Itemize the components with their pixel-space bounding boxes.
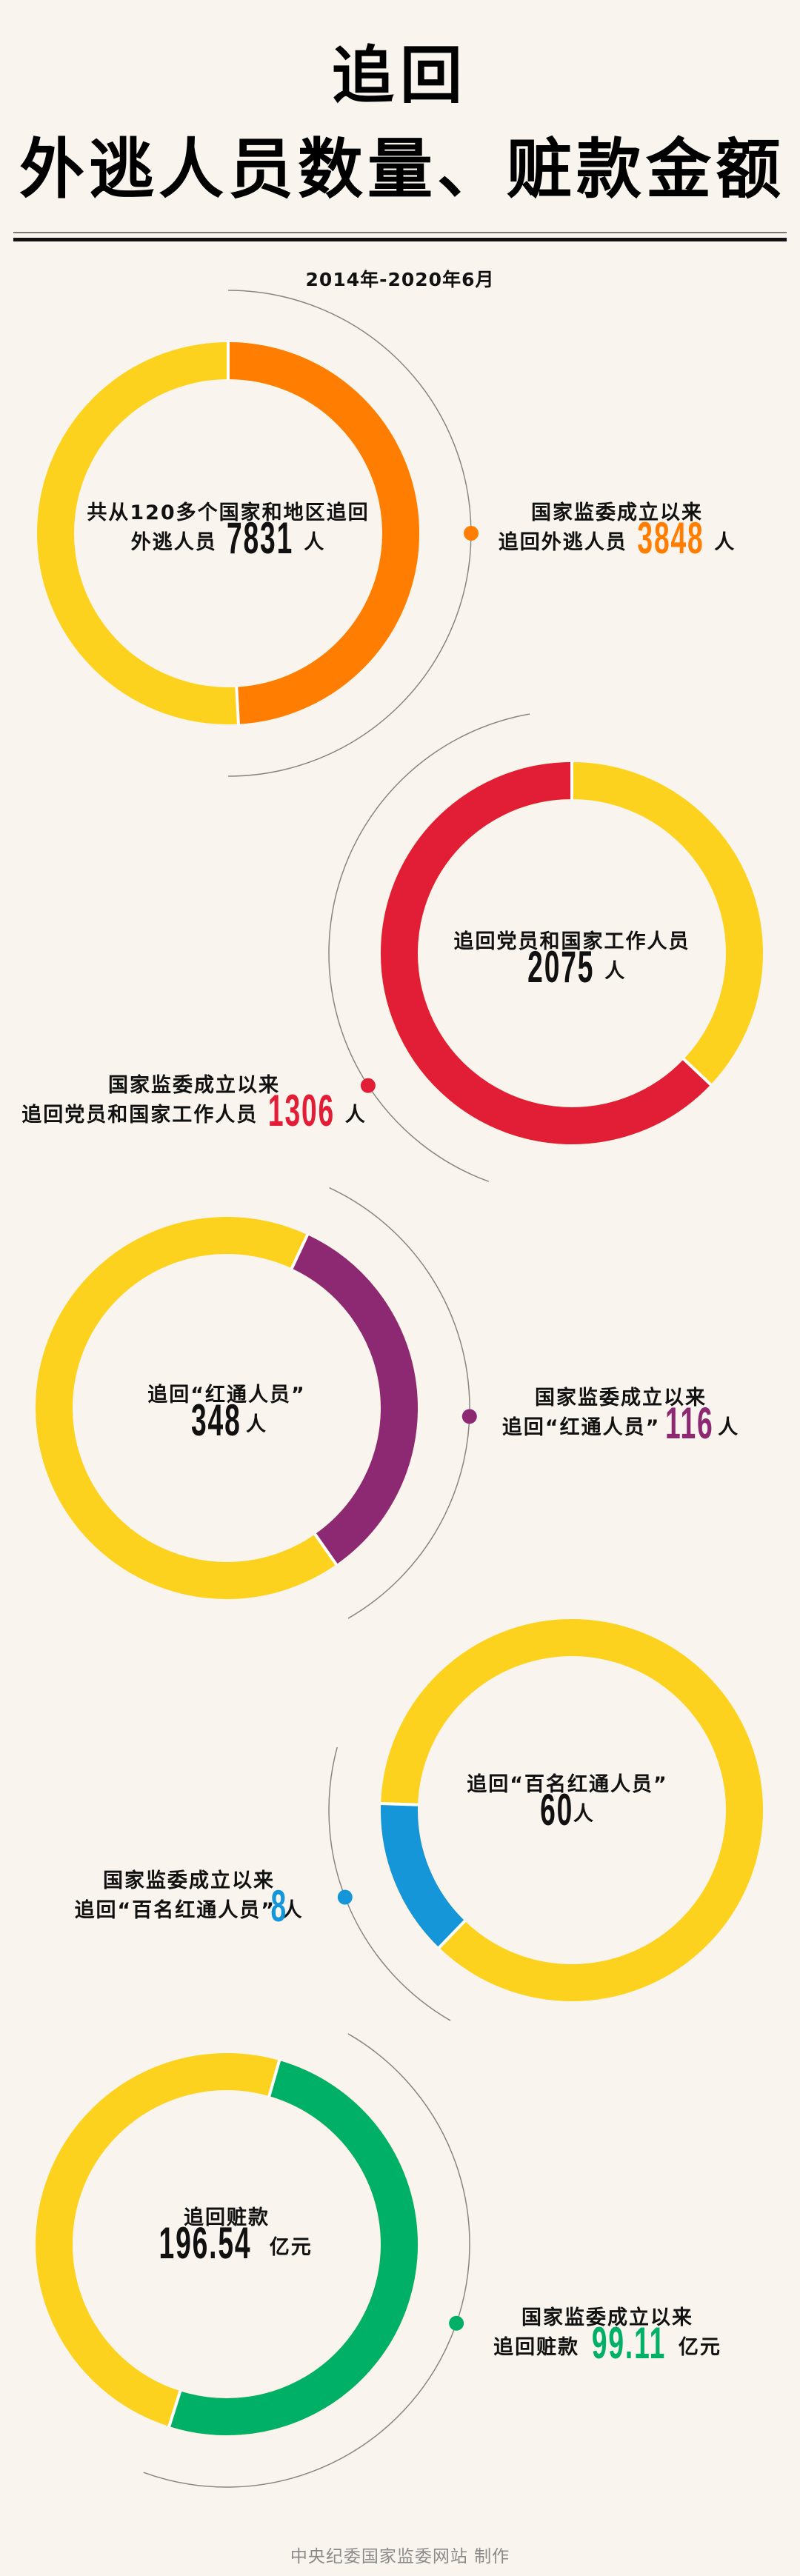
donut-5-center-label: 追回赃款 196.54 亿元 (141, 2206, 313, 2268)
donut-5-total-value: 196.54 (159, 2218, 252, 2268)
donut-1-side-prefix: 追回外逃人员 (498, 531, 627, 554)
donut-4-side-text: 国家监委成立以来 (103, 1869, 275, 1892)
donut-4-part-unit: 人 (281, 1899, 304, 1922)
donut-2-part-segment (381, 762, 711, 1144)
donut-3-total-value: 348 (190, 1395, 241, 1445)
donut-3-side-text: 国家监委成立以来 (534, 1387, 707, 1409)
donut-1-side-text: 国家监委成立以来 (530, 501, 703, 524)
donut-3-center-text: 追回“红通人员” (147, 1384, 306, 1407)
donut-3-guide-arc (329, 1187, 470, 1619)
donut-1-total-value: 7831 (227, 513, 294, 563)
donut-3-center-label: 追回“红通人员” 348 人 (147, 1383, 306, 1445)
donut-1-side-label: 国家监委成立以来 追回外逃人员 3848 人 (498, 501, 736, 563)
donut-4-side-prefix: 追回“百名红通人员” (74, 1899, 276, 1922)
donut-2-side-label: 国家监委成立以来 追回党员和国家工作人员 1306 人 (21, 1073, 367, 1135)
donut-3-separator (313, 1532, 339, 1566)
donut-5-side-prefix: 追回赃款 (493, 2336, 580, 2359)
donut-5-part-value: 99.11 (591, 2318, 667, 2368)
page-subtitle: 外逃人员数量、赃款金额 (19, 130, 785, 207)
donut-2-side-text: 国家监委成立以来 (107, 1074, 280, 1097)
donut-5-marker-dot (449, 2315, 464, 2331)
donut-1-total-unit: 人 (304, 531, 326, 554)
donut-4-part-segment (381, 1803, 465, 1948)
donut-4-total-value: 60 (539, 1785, 574, 1835)
donut-3-part-unit: 人 (718, 1416, 740, 1439)
donut-3-marker-dot (461, 1409, 477, 1424)
donut-3-separator (290, 1233, 310, 1270)
donut-2-part-unit: 人 (344, 1104, 367, 1127)
donut-2-center-text: 追回党员和国家工作人员 (453, 930, 690, 953)
donut-1-center-text: 共从120多个国家和地区追回 (87, 501, 370, 524)
donut-3-part-value: 116 (664, 1398, 714, 1448)
donut-5-separator (267, 2059, 281, 2098)
donut-2-center-label: 追回党员和国家工作人员 2075 人 (453, 930, 690, 992)
donut-1-center-prefix: 外逃人员 (130, 531, 217, 554)
donut-5-part-unit: 亿元 (678, 2336, 721, 2359)
donut-4-center-text: 追回“百名红通人员” (467, 1773, 668, 1796)
donut-1-marker-dot (464, 526, 479, 541)
donut-2-side-prefix: 追回党员和国家工作人员 (21, 1104, 259, 1127)
donut-4-marker-dot (337, 1889, 353, 1905)
donut-4-total-unit: 人 (573, 1803, 595, 1826)
donut-2-separator (681, 1057, 713, 1087)
donut-4-separator (380, 1801, 419, 1806)
donut-5-guide-arc (143, 2033, 470, 2488)
donut-2-total-value: 2075 (527, 942, 595, 992)
donut-2-total-unit: 人 (604, 960, 627, 983)
donut-3-part-segment (291, 1235, 418, 1565)
donut-1-center-label: 共从120多个国家和地区追回 外逃人员 7831 人 (87, 501, 370, 563)
donut-3-side-prefix: 追回“红通人员” (501, 1416, 661, 1439)
donut-4-side-label: 国家监委成立以来 追回“百名红通人员”8人 (74, 1869, 304, 1931)
donut-2-guide-arc (328, 713, 530, 1182)
donut-5-part-segment (169, 2061, 419, 2435)
donut-5-separator (167, 2389, 182, 2428)
donut-5-side-label: 国家监委成立以来 追回赃款 99.11 亿元 (493, 2306, 721, 2368)
donut-4-separator (437, 1919, 467, 1949)
date-range: 2014年-2020年6月 (305, 269, 495, 290)
donut-1-part-unit: 人 (714, 531, 736, 554)
donut-1-part-segment (227, 342, 419, 724)
donut-4-part-value: 8 (270, 1881, 287, 1931)
donut-2-part-value: 1306 (267, 1086, 336, 1135)
donut-2-marker-dot (360, 1078, 376, 1093)
page-title: 追回 (331, 39, 468, 112)
donut-5-center-text: 追回赃款 (183, 2206, 270, 2229)
donut-5-total-unit: 亿元 (269, 2236, 313, 2259)
footer-credit: 中央纪委国家监委网站 制作 (290, 2547, 510, 2566)
divider-thin (13, 232, 787, 233)
donut-4-center-label: 追回“百名红通人员” 60人 (467, 1772, 668, 1835)
divider-thick (13, 238, 787, 241)
donut-3-side-label: 国家监委成立以来 追回“红通人员” 116 人 (501, 1386, 740, 1448)
donut-1-separator (235, 686, 241, 725)
donut-3-total-unit: 人 (246, 1413, 268, 1436)
donut-5-side-text: 国家监委成立以来 (521, 2306, 693, 2329)
donut-1-part-value: 3848 (637, 513, 704, 563)
